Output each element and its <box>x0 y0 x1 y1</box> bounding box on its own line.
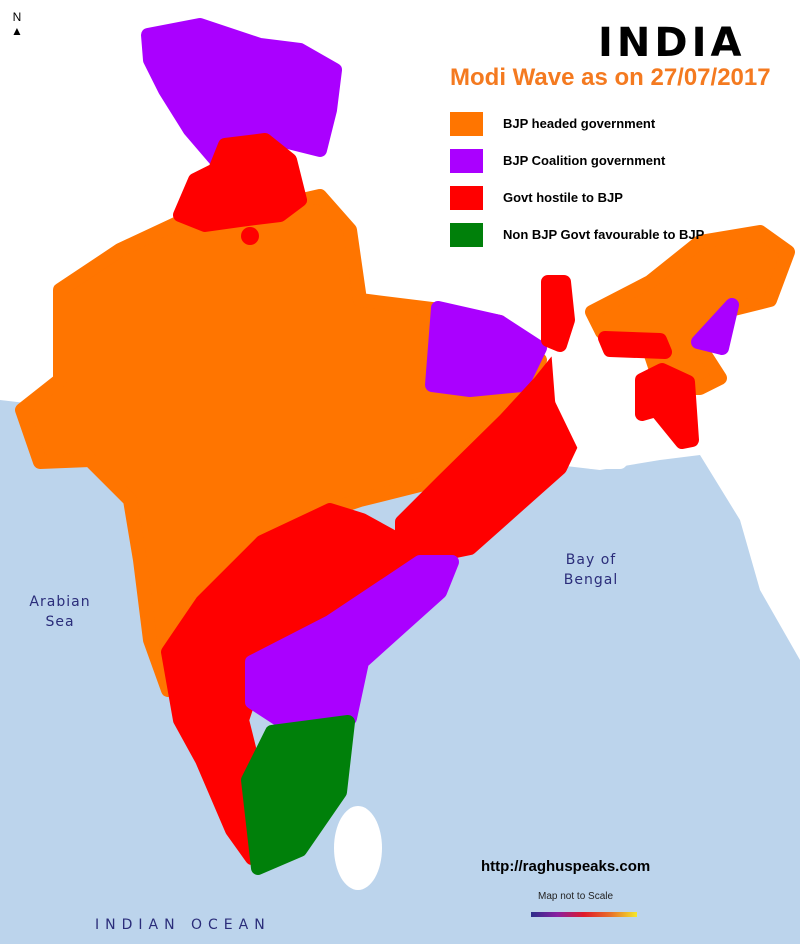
legend-label: BJP headed government <box>503 116 656 131</box>
region-non-bjp-favourable-tn <box>241 715 355 875</box>
legend-label: Non BJP Govt favourable to BJP <box>503 227 705 242</box>
region-bjp-coalition-bihar <box>425 301 547 397</box>
region-hostile-sikkim-wb <box>541 275 575 352</box>
region-hostile-delhi <box>241 227 259 245</box>
legend-swatch-purple <box>450 148 483 173</box>
region-hostile-north <box>173 133 307 232</box>
legend-item: BJP headed government <box>450 105 704 142</box>
legend-swatch-orange <box>450 111 483 136</box>
region-bjp-coalition-manipur <box>691 298 739 355</box>
map-title: INDIA <box>598 20 746 66</box>
sri-lanka <box>334 806 382 890</box>
legend-label: Govt hostile to BJP <box>503 190 623 205</box>
legend: BJP headed government BJP Coalition gove… <box>450 105 704 253</box>
region-bjp-headed <box>15 189 547 697</box>
legend-item: Non BJP Govt favourable to BJP <box>450 216 704 253</box>
source-url: http://raghuspeaks.com <box>481 858 651 875</box>
region-hostile-meghalaya <box>598 331 672 359</box>
legend-swatch-red <box>450 185 483 210</box>
region-bjp-coalition-jk <box>141 18 342 172</box>
region-hostile-east <box>395 355 585 569</box>
north-indicator: N ▲ <box>11 10 23 38</box>
legend-item: Govt hostile to BJP <box>450 179 704 216</box>
legend-swatch-green <box>450 222 483 247</box>
north-label: N <box>12 10 22 24</box>
north-arrow-icon: ▲ <box>11 24 23 38</box>
scale-note: Map not to Scale <box>538 891 614 902</box>
legend-item: BJP Coalition government <box>450 142 704 179</box>
scale-bar <box>531 912 637 917</box>
map-subtitle: Modi Wave as on 27/07/2017 <box>450 64 771 91</box>
label-bay-of-bengal: Bay of Bengal <box>563 552 619 588</box>
label-arabian-sea: Arabian Sea <box>29 594 91 630</box>
region-hostile-tripura <box>635 363 699 449</box>
region-bjp-coalition-ap <box>245 555 459 735</box>
label-indian-ocean: INDIAN OCEAN <box>95 917 271 933</box>
legend-label: BJP Coalition government <box>503 153 666 168</box>
